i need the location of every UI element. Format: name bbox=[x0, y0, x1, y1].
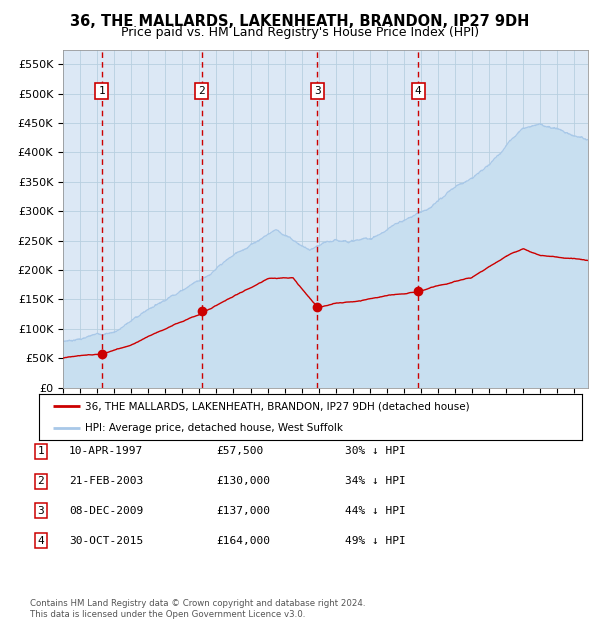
Text: HPI: Average price, detached house, West Suffolk: HPI: Average price, detached house, West… bbox=[85, 423, 343, 433]
Text: 4: 4 bbox=[37, 536, 44, 546]
Text: 21-FEB-2003: 21-FEB-2003 bbox=[69, 476, 143, 486]
Text: £164,000: £164,000 bbox=[216, 536, 270, 546]
Text: 3: 3 bbox=[314, 86, 321, 95]
Text: 49% ↓ HPI: 49% ↓ HPI bbox=[345, 536, 406, 546]
Text: 34% ↓ HPI: 34% ↓ HPI bbox=[345, 476, 406, 486]
Text: £137,000: £137,000 bbox=[216, 506, 270, 516]
Text: 4: 4 bbox=[415, 86, 421, 95]
Text: 44% ↓ HPI: 44% ↓ HPI bbox=[345, 506, 406, 516]
Text: 30-OCT-2015: 30-OCT-2015 bbox=[69, 536, 143, 546]
Text: 36, THE MALLARDS, LAKENHEATH, BRANDON, IP27 9DH: 36, THE MALLARDS, LAKENHEATH, BRANDON, I… bbox=[70, 14, 530, 29]
Text: 2: 2 bbox=[37, 476, 44, 486]
Text: 36, THE MALLARDS, LAKENHEATH, BRANDON, IP27 9DH (detached house): 36, THE MALLARDS, LAKENHEATH, BRANDON, I… bbox=[85, 401, 470, 411]
Text: 08-DEC-2009: 08-DEC-2009 bbox=[69, 506, 143, 516]
Text: Contains HM Land Registry data © Crown copyright and database right 2024.
This d: Contains HM Land Registry data © Crown c… bbox=[30, 600, 365, 619]
Text: 3: 3 bbox=[37, 506, 44, 516]
Text: 10-APR-1997: 10-APR-1997 bbox=[69, 446, 143, 456]
Text: 1: 1 bbox=[37, 446, 44, 456]
Text: 30% ↓ HPI: 30% ↓ HPI bbox=[345, 446, 406, 456]
Text: £57,500: £57,500 bbox=[216, 446, 263, 456]
Text: Price paid vs. HM Land Registry's House Price Index (HPI): Price paid vs. HM Land Registry's House … bbox=[121, 26, 479, 39]
Text: 2: 2 bbox=[198, 86, 205, 95]
Text: £130,000: £130,000 bbox=[216, 476, 270, 486]
Text: 1: 1 bbox=[98, 86, 105, 95]
